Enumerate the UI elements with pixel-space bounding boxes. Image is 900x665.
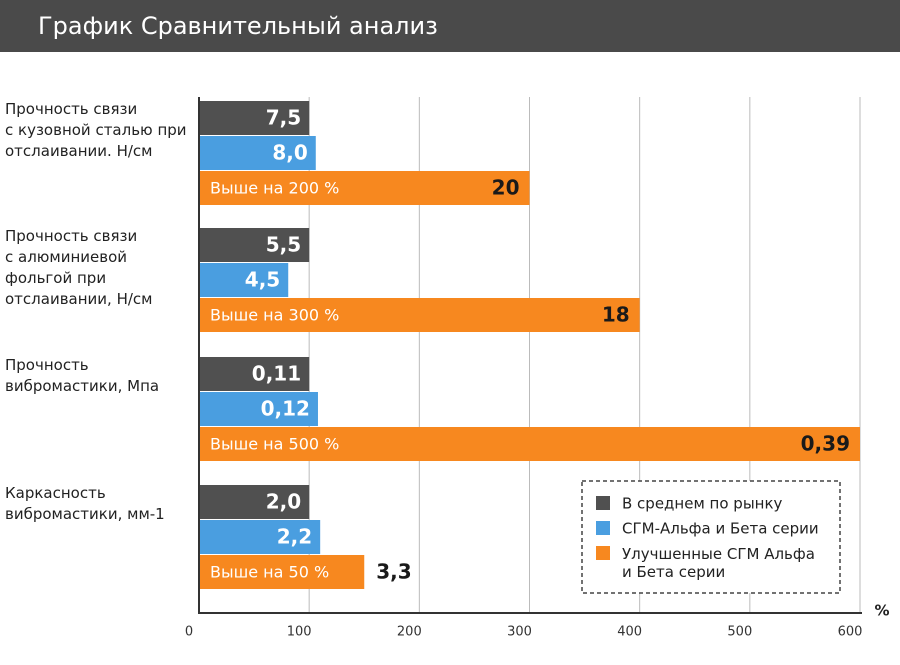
- value-label: 4,5: [245, 268, 280, 292]
- x-tick-label: 0: [185, 625, 193, 640]
- title-banner: [0, 0, 900, 52]
- bar-note: Выше на 500 %: [210, 435, 339, 454]
- value-label: 7,5: [266, 106, 301, 130]
- bar: [199, 427, 860, 461]
- x-tick-label: 100: [287, 625, 312, 640]
- x-tick-label: 400: [617, 625, 642, 640]
- category-label: Каркасность вибромастики, мм-1: [5, 484, 165, 523]
- value-label: 0,11: [252, 362, 301, 386]
- bar: [199, 357, 310, 391]
- value-label: 0,39: [801, 432, 850, 456]
- bar: [199, 263, 289, 297]
- value-label: 18: [602, 303, 630, 327]
- legend-label: Улучшенные СГМ Альфа и Бета серии: [622, 545, 815, 581]
- x-axis-label: %: [874, 602, 889, 620]
- legend-label: СГМ-Альфа и Бета серии: [622, 520, 819, 538]
- bar: [199, 392, 318, 426]
- bar: [199, 520, 321, 554]
- bar: [199, 136, 316, 170]
- bar-note: Выше на 200 %: [210, 179, 339, 198]
- category-label: Прочность связи с кузовной сталью при отсл…: [5, 100, 187, 160]
- value-label: 3,3: [376, 560, 411, 584]
- x-tick-label: 300: [507, 625, 532, 640]
- bar: [199, 101, 310, 135]
- value-label: 8,0: [272, 141, 307, 165]
- bar: [199, 228, 310, 262]
- value-label: 20: [492, 176, 520, 200]
- legend-label: В среднем по рынку: [622, 495, 783, 513]
- bar: [199, 485, 310, 519]
- value-label: 0,12: [261, 397, 310, 421]
- category-label: Прочность связи с алюминиевой фольгой при о…: [5, 227, 152, 308]
- bar: [199, 555, 365, 589]
- chart-title: График Сравнительный анализ: [38, 12, 438, 40]
- legend-swatch: [596, 546, 610, 560]
- category-label: Прочность вибромастики, Мпа: [5, 356, 159, 395]
- value-label: 2,2: [277, 525, 312, 549]
- value-label: 2,0: [266, 490, 301, 514]
- x-tick-label: 600: [838, 625, 863, 640]
- bar-note: Выше на 50 %: [210, 563, 329, 582]
- legend-swatch: [596, 521, 610, 535]
- bar: [199, 298, 640, 332]
- bar-note: Выше на 300 %: [210, 306, 339, 325]
- x-tick-label: 500: [727, 625, 752, 640]
- x-tick-label: 200: [397, 625, 422, 640]
- value-label: 5,5: [266, 233, 301, 257]
- bar: [199, 171, 530, 205]
- legend-swatch: [596, 496, 610, 510]
- legend-box: [581, 480, 841, 594]
